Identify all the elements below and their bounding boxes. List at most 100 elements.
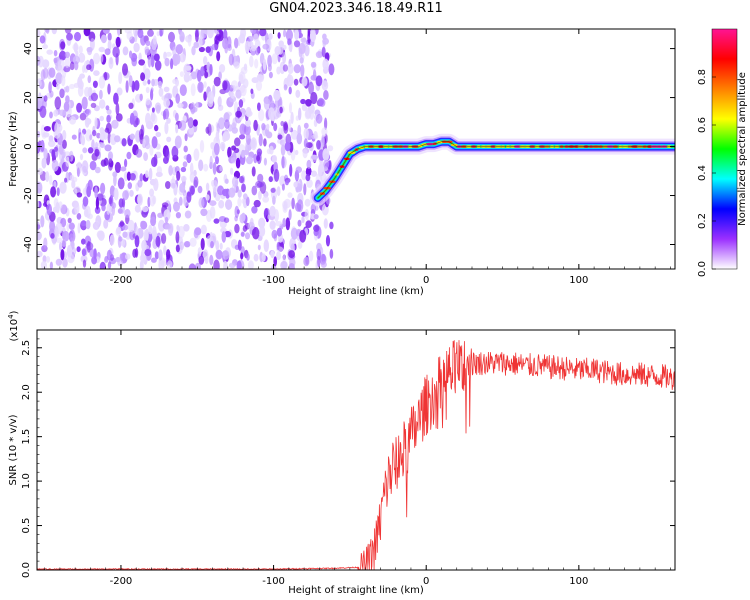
spectrogram-noise-cell bbox=[145, 98, 151, 106]
spectrogram-noise-cell bbox=[176, 53, 181, 65]
spectrogram-noise-cell bbox=[280, 120, 285, 127]
spectrogram-noise-cell bbox=[49, 174, 53, 186]
spectrogram-noise-cell bbox=[177, 225, 185, 239]
spectrogram-noise-cell bbox=[87, 75, 92, 84]
spectrogram-noise-cell bbox=[187, 36, 192, 47]
spectrogram-noise-cell bbox=[207, 29, 214, 39]
spectrogram-noise-cell bbox=[166, 136, 172, 143]
spectrogram-noise-cell bbox=[210, 241, 214, 249]
spectrogram-noise-cell bbox=[215, 156, 219, 165]
spectrogram-noise-cell bbox=[81, 238, 86, 245]
spectrogram-noise-cell bbox=[282, 51, 287, 64]
spectrogram-noise-cell bbox=[290, 227, 298, 240]
spectrogram-noise-cell bbox=[74, 202, 80, 215]
spectrogram-noise-cell bbox=[59, 181, 67, 194]
spectrogram-noise-cell bbox=[293, 78, 299, 86]
spectrogram-noise-cell bbox=[163, 245, 167, 256]
spectrogram-noise-cell bbox=[122, 63, 128, 76]
spectrogram-noise-cell bbox=[113, 187, 119, 201]
spectrogram-noise-cell bbox=[94, 166, 101, 174]
spectrogram-noise-cell bbox=[62, 139, 67, 149]
spectrogram-noise-cell bbox=[104, 144, 112, 152]
spectrogram-noise-cell bbox=[78, 80, 84, 90]
spectrogram-noise-cell bbox=[151, 78, 156, 87]
spectrogram-noise-cell bbox=[76, 192, 83, 198]
spectrogram-noise-cell bbox=[303, 122, 309, 129]
spectrogram-noise-cell bbox=[48, 140, 56, 148]
spectrogram-noise-cell bbox=[68, 222, 75, 230]
spectrogram-noise-cell bbox=[197, 81, 204, 93]
spectrogram-noise-cell bbox=[263, 98, 271, 111]
spectrogram-noise-cell bbox=[153, 178, 159, 192]
spectrogram-noise-cell bbox=[322, 148, 330, 161]
spectrogram-noise-cell bbox=[195, 29, 199, 43]
spectrogram-noise-cell bbox=[325, 235, 331, 247]
spectrogram-noise-cell bbox=[317, 97, 325, 106]
spectrogram-noise-cell bbox=[250, 137, 257, 151]
spectrogram-noise-cell bbox=[161, 202, 169, 208]
spectrogram-noise-cell bbox=[86, 242, 94, 251]
spectrogram-noise-cell bbox=[163, 209, 171, 221]
spectrogram-noise-cell bbox=[206, 61, 211, 72]
spectrogram-noise-cell bbox=[140, 220, 148, 230]
spectrogram-noise-cell bbox=[234, 205, 240, 219]
spectrogram-noise-cell bbox=[239, 134, 246, 140]
spectrogram-noise-cell bbox=[60, 41, 66, 50]
spectrogram-noise-cell bbox=[179, 71, 184, 77]
spectrogram-noise-cell bbox=[166, 249, 171, 260]
spectrogram-noise-cell bbox=[245, 119, 251, 127]
spectrogram-noise-cell bbox=[230, 92, 235, 99]
spectrogram-noise-cell bbox=[73, 188, 78, 195]
spectrogram-noise-cell bbox=[258, 71, 265, 83]
spectrogram-noise-cell bbox=[111, 119, 119, 129]
spectrogram-noise-cell bbox=[129, 50, 133, 59]
spectrogram-noise-cell bbox=[129, 133, 135, 140]
spectrogram-noise-cell bbox=[65, 156, 70, 168]
spectrogram-noise-cell bbox=[168, 165, 173, 176]
spectrogram-noise-cell bbox=[205, 194, 210, 201]
spectrogram-noise-cell bbox=[158, 249, 163, 261]
spectrogram-noise-cell bbox=[37, 201, 40, 209]
spectrogram-noise-cell bbox=[37, 29, 41, 37]
spectrogram-noise-cell bbox=[87, 147, 94, 154]
spectrogram-noise-cell bbox=[118, 71, 123, 84]
spectrogram-noise-cell bbox=[134, 235, 140, 248]
spectrogram-noise-cell bbox=[118, 236, 123, 242]
spectrogram-noise-cell bbox=[80, 255, 88, 263]
spectrogram-noise-cell bbox=[276, 242, 280, 251]
spectrogram-noise-cell bbox=[175, 244, 180, 253]
spectrogram-noise-cell bbox=[215, 34, 222, 41]
spectrogram-noise-cell bbox=[38, 92, 42, 101]
spectrogram-noise-cell bbox=[40, 215, 45, 228]
spectrogram-noise-cell bbox=[243, 193, 248, 200]
snr-x-tick-label: -200 bbox=[110, 576, 133, 587]
spectrogram-noise-cell bbox=[111, 205, 116, 216]
spectrogram-noise-cell bbox=[272, 195, 276, 205]
spectrogram-noise-cell bbox=[318, 170, 323, 177]
spectrogram-noise-cell bbox=[237, 239, 242, 251]
spectrogram-noise-cell bbox=[143, 152, 149, 162]
spectrogram-noise-cell bbox=[209, 206, 216, 219]
spectrogram-noise-cell bbox=[124, 208, 131, 218]
spectrogram-noise-cell bbox=[151, 156, 158, 168]
spectrogram-noise-cell bbox=[141, 249, 145, 262]
spectrogram-noise-cell bbox=[228, 262, 236, 269]
spectrogram-noise-cell bbox=[93, 52, 100, 65]
spectrogram-noise-cell bbox=[209, 63, 213, 76]
spectrogram-noise-cell bbox=[256, 148, 263, 157]
spectrogram-noise-cell bbox=[107, 261, 112, 269]
spectrogram-noise-cell bbox=[258, 109, 265, 122]
spectrogram-noise-cell bbox=[219, 242, 223, 250]
spectrogram-noise-cell bbox=[160, 260, 167, 267]
spectrogram-noise-cell bbox=[129, 173, 136, 181]
spectrogram-noise-cell bbox=[310, 74, 318, 81]
spectrogram-noise-cell bbox=[121, 138, 127, 147]
spectrogram-noise-cell bbox=[179, 84, 187, 96]
spectrogram-noise-cell bbox=[304, 209, 309, 221]
spectrogram-noise-cell bbox=[106, 109, 112, 115]
spectrogram-noise-cell bbox=[154, 124, 159, 132]
spectrogram-noise-cell bbox=[55, 258, 63, 266]
spectrogram-noise-cell bbox=[113, 173, 117, 187]
spectrogram-noise-cell bbox=[172, 78, 178, 84]
spectrogram-noise-cell bbox=[108, 197, 113, 205]
